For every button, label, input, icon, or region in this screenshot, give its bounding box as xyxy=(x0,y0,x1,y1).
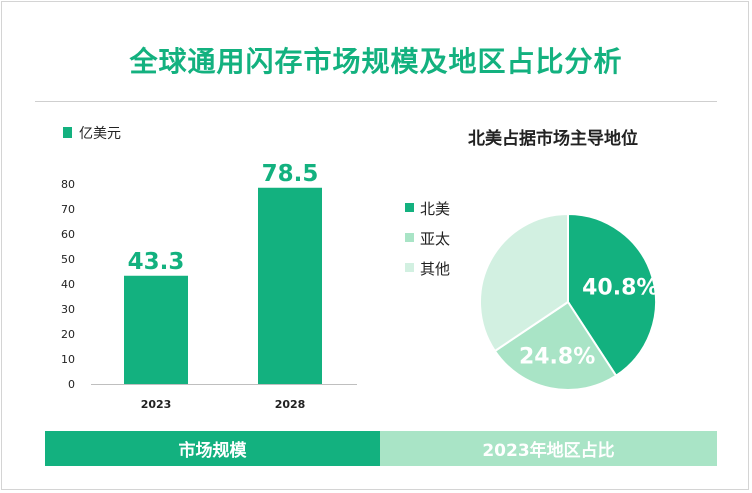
page-title: 全球通用闪存市场规模及地区占比分析 xyxy=(129,45,623,78)
y-tick-label: 20 xyxy=(61,328,75,341)
pie-legend-swatch-0 xyxy=(405,203,414,212)
pie-legend-label-1: 亚太 xyxy=(420,230,450,248)
bar-value-label: 78.5 xyxy=(262,161,319,187)
y-tick-label: 30 xyxy=(61,303,75,316)
y-tick-label: 10 xyxy=(61,353,75,366)
footer-market-size: 市场规模 xyxy=(45,431,380,466)
y-tick-label: 80 xyxy=(61,178,75,191)
bar-2028 xyxy=(258,187,322,384)
x-tick-label: 2023 xyxy=(141,398,172,411)
legend-swatch-usd xyxy=(63,127,72,138)
pie-slice-1 xyxy=(493,300,618,391)
legend-label-usd: 亿美元 xyxy=(79,126,121,142)
y-tick-label: 70 xyxy=(61,203,75,216)
pie-slice-label-0: 40.8% xyxy=(582,275,658,300)
pie-legend-swatch-1 xyxy=(405,233,414,242)
bar-2023 xyxy=(124,275,188,384)
bar-value-label: 43.3 xyxy=(128,249,185,275)
footer-region-share: 2023年地区占比 xyxy=(380,431,717,466)
title-divider xyxy=(35,101,717,102)
pie-legend-label-0: 北美 xyxy=(420,200,450,218)
y-tick-label: 40 xyxy=(61,278,75,291)
pie-title: 北美占据市场主导地位 xyxy=(468,128,638,149)
pie-slice-2 xyxy=(479,212,569,353)
pie-slice-label-1: 24.8% xyxy=(519,344,595,369)
y-tick-label: 0 xyxy=(68,378,75,391)
x-tick-label: 2028 xyxy=(275,398,306,411)
y-tick-label: 50 xyxy=(61,253,75,266)
pie-legend-swatch-2 xyxy=(405,263,414,272)
y-tick-label: 60 xyxy=(61,228,75,241)
pie-legend-label-2: 其他 xyxy=(420,260,450,278)
